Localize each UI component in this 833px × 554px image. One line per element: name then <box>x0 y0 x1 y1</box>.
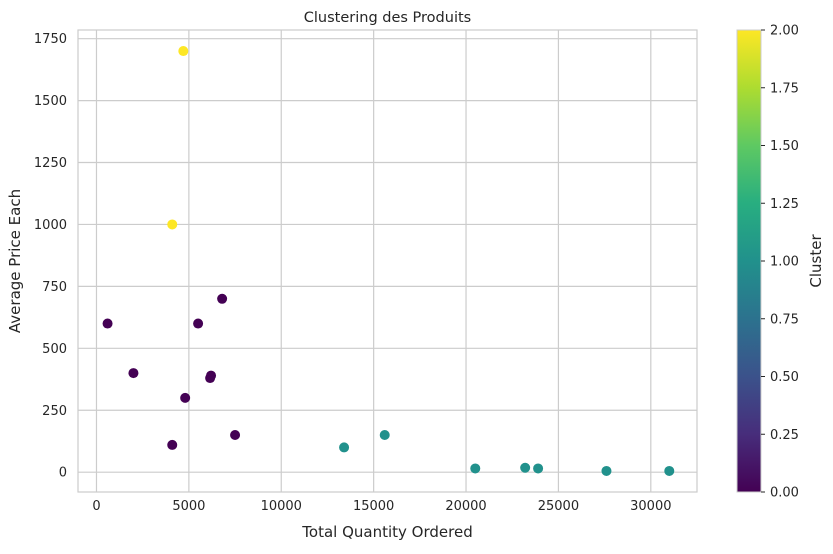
scatter-point <box>167 439 178 450</box>
scatter-point <box>520 462 531 473</box>
grid-lines <box>78 30 697 492</box>
colorbar-tick-label: 0.00 <box>770 486 799 501</box>
x-tick-label: 25000 <box>538 499 579 514</box>
colorbar-tick-label: 0.25 <box>770 428 799 443</box>
y-tick-label: 750 <box>42 280 67 295</box>
scatter-point <box>470 463 481 474</box>
scatter-point <box>193 318 204 329</box>
scatter-point <box>205 373 216 384</box>
scatter-point <box>230 430 241 441</box>
x-tick-label: 15000 <box>353 499 394 514</box>
scatter-point <box>128 368 139 379</box>
scatter-point <box>664 465 675 476</box>
scatter-point <box>102 318 113 329</box>
colorbar-tick-label: 0.75 <box>770 312 799 327</box>
x-axis-label: Total Quantity Ordered <box>301 523 472 541</box>
y-axis-label: Average Price Each <box>6 189 24 333</box>
colorbar-tick-label: 1.50 <box>770 139 799 154</box>
scatter-point <box>339 442 350 453</box>
y-tick-label: 1750 <box>34 32 67 47</box>
axis-tick-labels: 0 5000 10000 15000 20000 25000 30000 0 250 500 750… <box>34 32 672 514</box>
scatter-point <box>180 392 191 403</box>
scatter-point <box>533 463 544 474</box>
scatter-point <box>379 430 390 441</box>
x-tick-label: 30000 <box>630 499 671 514</box>
y-tick-label: 500 <box>42 342 67 357</box>
colorbar-tick-label: 1.00 <box>770 255 799 270</box>
colorbar: 0.00 0.25 0.50 0.75 1.00 1.25 1.50 1.75 2.00 Clu… <box>736 24 825 501</box>
x-tick-label: 0 <box>92 499 100 514</box>
x-tick-label: 10000 <box>261 499 302 514</box>
scatter-point <box>217 293 228 304</box>
scatter-point <box>167 219 178 230</box>
colorbar-tick-label: 1.25 <box>770 197 799 212</box>
y-tick-label: 1000 <box>34 218 67 233</box>
colorbar-gradient <box>736 29 762 493</box>
y-tick-label: 250 <box>42 404 67 419</box>
x-tick-label: 20000 <box>445 499 486 514</box>
y-tick-label: 1500 <box>34 94 67 109</box>
x-tick-label: 5000 <box>172 499 205 514</box>
colorbar-tick-label: 1.75 <box>770 81 799 96</box>
colorbar-tick-label: 2.00 <box>770 24 799 39</box>
colorbar-tick-label: 0.50 <box>770 370 799 385</box>
scatter-point <box>601 465 612 476</box>
colorbar-ticks: 0.00 0.25 0.50 0.75 1.00 1.25 1.50 1.75 2.00 <box>761 24 799 501</box>
scatter-point <box>178 46 189 57</box>
plot-frame <box>77 29 698 493</box>
colorbar-label: Cluster <box>807 234 825 288</box>
data-points <box>102 46 675 476</box>
y-tick-label: 1250 <box>34 156 67 171</box>
y-tick-label: 0 <box>59 466 67 481</box>
chart-title: Clustering des Produits <box>304 10 471 26</box>
